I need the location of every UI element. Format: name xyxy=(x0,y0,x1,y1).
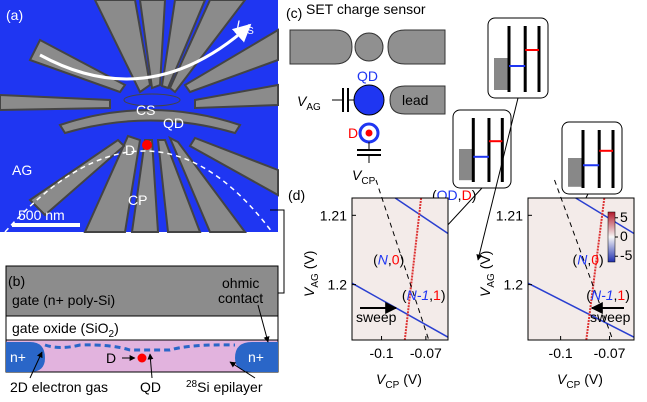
unit: (V) xyxy=(403,371,422,387)
sensor-title: SET charge sensor xyxy=(306,1,426,17)
qd-part: N-1 xyxy=(591,287,614,303)
colorbar-label: 0 xyxy=(620,228,628,244)
x-tick-label: -0.1 xyxy=(549,345,573,361)
text: ) xyxy=(625,287,630,303)
unit: (V) xyxy=(584,371,603,387)
d-part: 1 xyxy=(617,287,625,303)
sensor-lead xyxy=(388,30,445,64)
gate-label: gate (n+ poly-Si) xyxy=(12,292,115,308)
d-label: D xyxy=(125,142,135,158)
subscript: AG xyxy=(306,102,321,113)
cp-label: CP xyxy=(128,192,147,208)
text: ) xyxy=(472,187,477,203)
egas-label: 2D electron gas xyxy=(10,379,108,395)
text: ) xyxy=(599,252,604,268)
y-tick-label: 1.2 xyxy=(328,277,348,293)
unit: (V) xyxy=(477,251,493,270)
text: Si epilayer xyxy=(197,379,263,395)
superscript: 28 xyxy=(186,379,198,390)
state-label: (N,0) xyxy=(373,252,404,268)
lead-fill xyxy=(459,149,473,180)
panel-label: (d) xyxy=(288,187,305,203)
state-label: (N-1,1) xyxy=(402,287,446,303)
lead-fill xyxy=(568,158,582,187)
state-label: (N-1,1) xyxy=(586,287,630,303)
state-label: (N,0) xyxy=(573,252,604,268)
sweep-label: sweep xyxy=(356,309,397,325)
ag-label: AG xyxy=(12,162,32,178)
y-tick-label: 1.21 xyxy=(320,207,347,223)
n-plus-label: n+ xyxy=(248,349,264,365)
sensor-island xyxy=(355,33,383,61)
colorbar xyxy=(608,212,615,262)
cs-label: CS xyxy=(136,102,155,118)
d-part: D xyxy=(462,187,472,203)
subscript: AG xyxy=(486,273,497,288)
x-tick-label: -0.07 xyxy=(410,345,442,361)
qd-circle xyxy=(354,85,384,115)
colorbar-label: -5 xyxy=(620,247,633,263)
lead-label: lead xyxy=(402,92,428,108)
y-tick-label: 1.2 xyxy=(504,277,524,293)
scale-label: 500 nm xyxy=(18,207,65,223)
unit: (V) xyxy=(301,251,317,270)
qd-part: N-1 xyxy=(407,287,430,303)
donor-dot xyxy=(142,140,152,150)
lead-fill xyxy=(494,58,508,90)
x-tick-label: -0.07 xyxy=(594,345,626,361)
text: ) xyxy=(400,252,405,268)
ohmic-label: contact xyxy=(218,290,263,306)
axis-label: VAG(V) xyxy=(301,251,321,297)
text: gate oxide (SiO xyxy=(12,320,109,336)
d-label: D xyxy=(348,125,358,141)
panel-d: (d) (QD,D) 1.211.2-0.1-0.07VCP(V)VAG(V)(… xyxy=(288,180,634,391)
d-label: D xyxy=(106,350,116,366)
subscript: CP xyxy=(385,380,399,391)
ohmic-label: ohmic xyxy=(222,275,259,291)
subscript: CP xyxy=(566,380,580,391)
figure: (a) ICS CS QD D AG CP 500 nm (b) gate (n… xyxy=(0,0,647,402)
subscript: CS xyxy=(240,26,254,37)
subscript: CP xyxy=(361,176,375,187)
n-plus-label: n+ xyxy=(10,349,26,365)
qd-label: QD xyxy=(140,379,161,395)
subscript: AG xyxy=(310,273,321,288)
text: ) xyxy=(441,287,446,303)
panel-label: (a) xyxy=(6,7,23,23)
axis-label: VCP(V) xyxy=(557,371,603,391)
d-part: 0 xyxy=(392,252,400,268)
vag-label: VAG xyxy=(297,93,321,113)
epilayer-label: 28Si epilayer xyxy=(186,379,263,395)
sensor-lead xyxy=(290,30,352,64)
qd-label: QD xyxy=(163,115,184,131)
qd-label: QD xyxy=(357,68,378,84)
panel-b: (b) gate (n+ poly-Si) ohmic contact gate… xyxy=(6,266,278,395)
panel-label: (b) xyxy=(8,273,25,289)
panel-a: (a) ICS CS QD D AG CP 500 nm xyxy=(0,0,278,232)
donor-core xyxy=(366,130,373,137)
axis-label: VCP(V) xyxy=(376,371,422,391)
axis-label: VAG(V) xyxy=(477,251,497,297)
x-tick-label: -0.1 xyxy=(369,345,393,361)
donor xyxy=(138,354,147,363)
y-tick-label: 1.21 xyxy=(496,207,523,223)
vcp-label: VCP xyxy=(352,167,376,187)
colorbar-label: 5 xyxy=(620,209,628,225)
sweep-label: sweep xyxy=(590,309,631,325)
text: ) xyxy=(114,320,119,336)
d-part: 0 xyxy=(591,252,599,268)
panel-c: (c) SET charge sensor QD VAG lead D VCP xyxy=(286,1,445,187)
panel-label: (c) xyxy=(286,5,302,21)
